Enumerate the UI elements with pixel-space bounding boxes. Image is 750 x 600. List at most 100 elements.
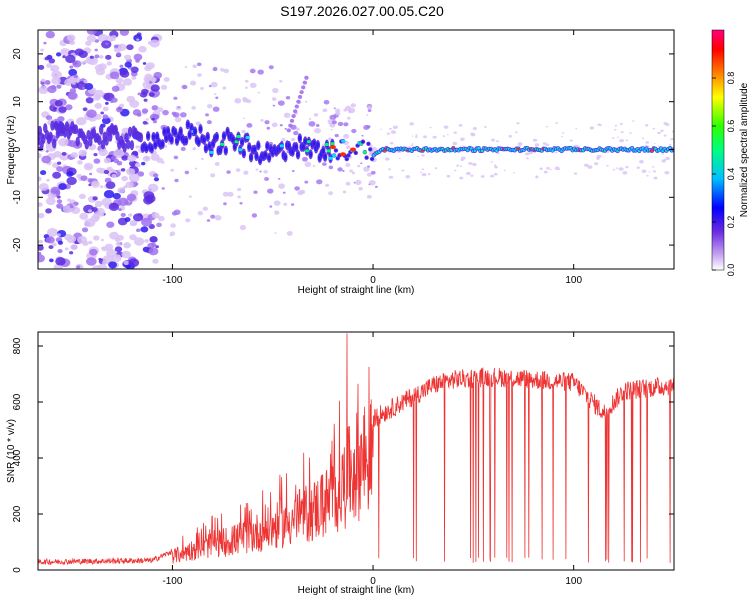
spectrogram-cell <box>109 231 119 240</box>
spectrogram-cell <box>388 168 392 171</box>
spectrogram-cell <box>429 126 432 129</box>
spectrogram-cell <box>246 99 252 104</box>
spectrogram-cell <box>512 172 515 174</box>
spectrogram-cell <box>52 162 59 168</box>
spectrogram-cell <box>206 104 213 109</box>
spectrogram-marks <box>38 30 674 269</box>
spectrogram-cell <box>368 179 376 186</box>
spectrogram-cell <box>56 205 61 208</box>
spectrogram-cell <box>389 127 392 130</box>
spectrogram-cell <box>123 185 128 189</box>
spectrogram-cell <box>575 127 578 130</box>
spectrogram-cell <box>148 80 153 84</box>
spectrogram-cell <box>657 145 660 148</box>
spectrogram-cell <box>415 134 418 136</box>
spectrogram-cell <box>549 168 552 171</box>
spectrogram-cell <box>150 84 160 92</box>
spectrogram-cell <box>113 44 119 49</box>
spectrogram-cell <box>461 145 464 147</box>
spectrogram-cell <box>313 113 319 117</box>
spectrogram-cell <box>125 181 134 189</box>
spectrogram-cell <box>89 55 94 59</box>
spectrogram-cell <box>231 136 235 143</box>
spectrogram-cell <box>212 106 220 112</box>
spectrogram-cell <box>55 257 66 266</box>
spectrogram-cell <box>645 141 650 144</box>
spectrogram-cell <box>569 139 573 142</box>
spectrogram-cell <box>366 172 372 177</box>
spectrogram-cell <box>38 212 45 219</box>
colorbar-label: Normalized spectral amplitude <box>739 82 750 217</box>
spectrogram-cell <box>271 122 278 128</box>
spectrogram-cell <box>264 120 270 125</box>
spectrogram-cell <box>263 169 268 174</box>
spectrogram-cell <box>128 160 137 167</box>
spectrogram-cell <box>38 125 43 136</box>
spectrogram-cell <box>332 153 337 158</box>
spectrogram-cell <box>309 151 313 158</box>
spectrogram-cell <box>253 190 258 194</box>
spectrogram-cell <box>334 133 339 138</box>
colorbar-tick-label: 0.6 <box>726 120 736 133</box>
spectrogram-cell <box>69 251 74 255</box>
spectrogram-cell <box>102 114 109 120</box>
spectrogram-cell <box>45 197 56 206</box>
spectrogram-cell <box>459 137 465 141</box>
spectrogram-cell <box>38 202 43 207</box>
spectrogram-cell <box>357 164 361 168</box>
spectrogram-cell <box>192 64 198 69</box>
spectrogram-cell <box>350 103 356 108</box>
spectrogram-cell <box>370 157 374 161</box>
spectrogram-cell <box>653 176 658 180</box>
spectrogram-cell <box>297 190 304 196</box>
snr-frame <box>37 331 675 571</box>
spectrogram-cell <box>134 162 140 167</box>
spectrogram-cell <box>76 265 81 269</box>
spectrogram-cell <box>220 142 225 146</box>
spectrogram-cell <box>267 188 274 194</box>
spectrogram-cell <box>56 199 63 204</box>
snr-panel: -100 0 100 0 200 400 600 800 Height of straigh… <box>6 331 675 596</box>
spectrogram-cell <box>184 137 188 144</box>
spectrogram-cell <box>129 140 135 151</box>
spectrogram-cell <box>193 128 197 135</box>
spectrogram-cell <box>339 152 346 157</box>
spectrogram-cell <box>446 174 451 178</box>
spectrogram-cell <box>651 165 655 168</box>
spectrogram-cell <box>45 208 52 214</box>
spectrogram-cell <box>157 107 164 113</box>
spectrogram-cell <box>282 191 286 194</box>
spectrogram-cell <box>132 109 142 116</box>
spectrogram-cell <box>239 224 247 231</box>
spectrogram-cell <box>517 142 523 146</box>
spectrogram-cell <box>227 191 234 197</box>
spectrogram-cell <box>108 202 120 211</box>
spectrogram-cell <box>184 170 190 175</box>
spectrogram-cell <box>138 45 147 53</box>
spectrogram-cell <box>116 52 122 57</box>
spectrogram-cell <box>293 130 299 136</box>
spectrogram-cell <box>115 130 120 141</box>
spectrogram-cell <box>459 176 464 180</box>
colorbar-tick-label: 0.0 <box>726 264 736 277</box>
spectrogram-cell <box>351 128 357 134</box>
spectrogram-cell <box>68 68 78 76</box>
spectrogram-cell <box>191 106 196 110</box>
spectrogram-cell <box>312 164 316 168</box>
spectrogram-cell <box>133 53 143 61</box>
spectrogram-cell <box>421 154 425 157</box>
spectrogram-cell <box>348 107 356 114</box>
spectrogram-cell <box>164 135 168 141</box>
spectrogram-cell <box>103 190 115 199</box>
spectrogram-cell <box>409 122 415 126</box>
spectrogram-cell <box>45 115 53 121</box>
spectrogram-cell <box>260 119 264 122</box>
spectrogram-cell <box>555 122 559 125</box>
spectrogram-cell <box>151 242 157 247</box>
spectrogram-cell <box>351 171 356 175</box>
spectrogram-cell <box>302 80 308 85</box>
spectrogram-cell <box>139 91 148 98</box>
spectrogram-cell <box>98 55 104 59</box>
spectrogram-cell <box>657 131 661 135</box>
spectrogram-cell <box>128 173 140 183</box>
